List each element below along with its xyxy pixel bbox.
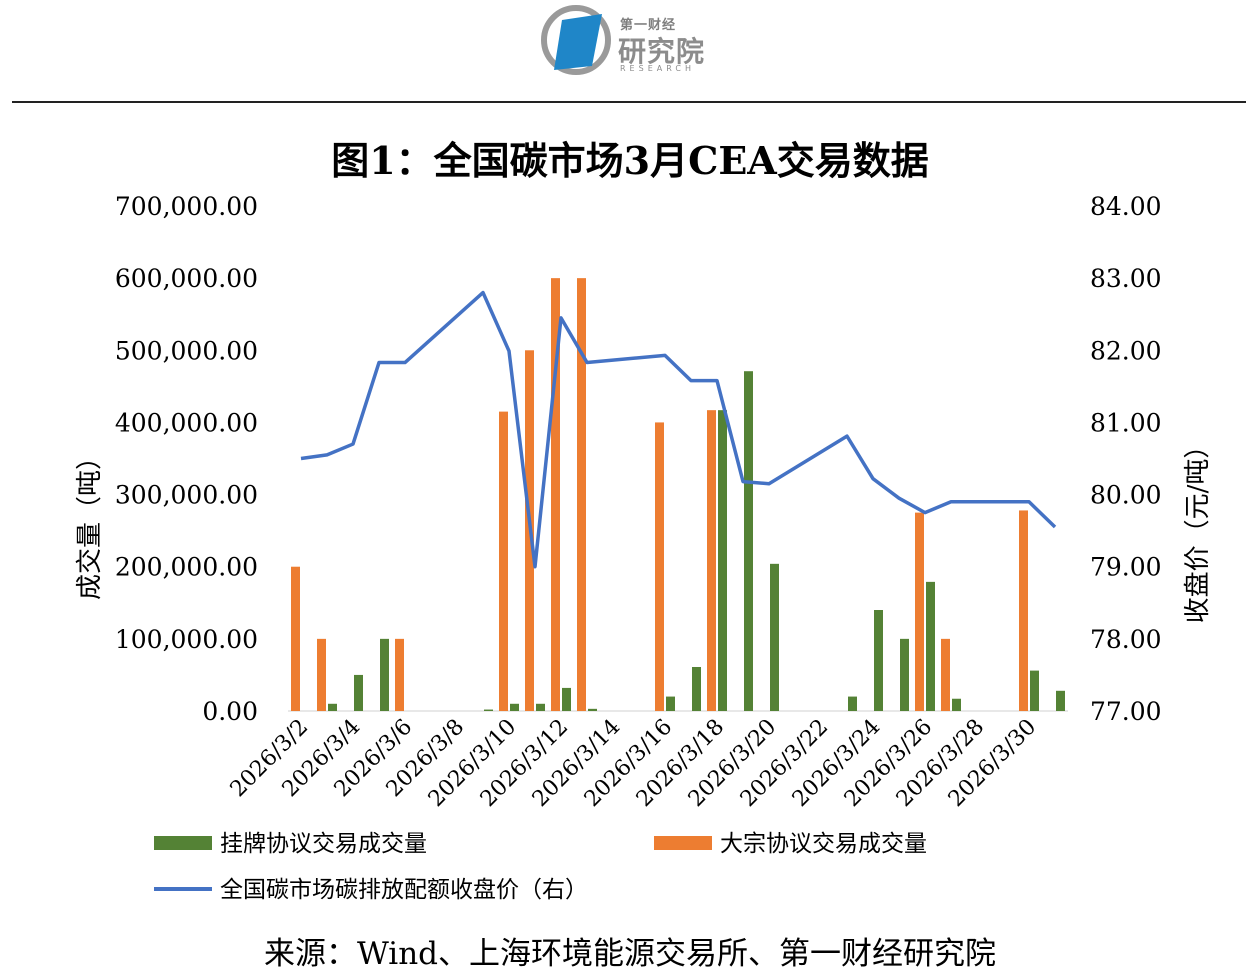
bar-block	[915, 512, 924, 711]
price-line-path	[300, 290, 1057, 569]
bar-block	[1019, 510, 1028, 711]
bar-listed	[380, 638, 389, 711]
legend-label-listed: 挂牌协议交易成交量	[220, 831, 427, 857]
right-tick-label: 81.00	[1090, 408, 1162, 437]
legend-swatch-listed	[154, 836, 212, 850]
legend-swatch-block	[654, 836, 712, 850]
bar-listed	[588, 708, 597, 711]
left-tick-label: 100,000.00	[115, 625, 258, 654]
chart-title: 图1：全国碳市场3月CEA交易数据	[331, 138, 929, 183]
bar-listed	[848, 696, 857, 711]
left-tick-label: 400,000.00	[115, 408, 258, 437]
logo-sub-text: RESEARCH	[620, 64, 695, 73]
logo-top-text: 第一财经	[620, 18, 677, 33]
y-axis-label-right: 收盘价（元/吨）	[1183, 433, 1213, 624]
bar-listed	[1056, 690, 1065, 711]
bar-listed	[484, 709, 493, 711]
bar-block	[291, 566, 300, 711]
bar-listed	[900, 638, 909, 711]
bar-listed	[874, 610, 883, 711]
logo: 第一财经 研究院 RESEARCH	[540, 4, 720, 76]
bar-block	[499, 411, 508, 711]
bar-block	[551, 278, 560, 711]
right-tick-label: 77.00	[1090, 697, 1162, 726]
y-axis-label-left: 成交量（吨）	[75, 444, 105, 600]
bar-block	[577, 278, 586, 711]
left-tick-label: 300,000.00	[115, 481, 258, 510]
left-tick-label: 500,000.00	[115, 336, 258, 365]
right-tick-label: 78.00	[1090, 625, 1162, 654]
bar-listed	[536, 703, 545, 711]
bar-listed	[354, 674, 363, 711]
bar-listed	[666, 696, 675, 711]
bar-listed	[952, 698, 961, 711]
bar-block	[707, 410, 716, 711]
left-tick-label: 200,000.00	[115, 553, 258, 582]
legend: 挂牌协议交易成交量 大宗协议交易成交量 全国碳市场碳排放配额收盘价（右）	[154, 831, 927, 903]
right-tick-label: 79.00	[1090, 553, 1162, 582]
bar-listed	[328, 703, 337, 711]
bar-listed	[510, 703, 519, 711]
bar-block	[941, 638, 950, 711]
left-axis-ticks: 0.00 100,000.00 200,000.00 300,000.00 400,00…	[115, 192, 258, 726]
right-tick-label: 82.00	[1090, 336, 1162, 365]
left-tick-label: 600,000.00	[115, 264, 258, 293]
bar-listed	[562, 687, 571, 711]
right-axis-ticks: 77.00 78.00 79.00 80.00 81.00 82.00 83.00 84.00	[1090, 192, 1162, 726]
bar-block	[395, 638, 404, 711]
bar-listed	[1030, 670, 1039, 711]
bar-listed	[718, 410, 727, 711]
chart-area: 0.00 100,000.00 200,000.00 300,000.00 400,00…	[75, 192, 1213, 903]
bar-listed	[926, 581, 935, 711]
header-divider	[12, 101, 1246, 103]
source-note: 来源：Wind、上海环境能源交易所、第一财经研究院	[263, 936, 997, 972]
bar-block	[655, 422, 664, 711]
bar-block	[317, 638, 326, 711]
bars	[291, 278, 1065, 711]
left-tick-label: 0.00	[202, 697, 258, 726]
left-tick-label: 700,000.00	[115, 192, 258, 221]
x-axis-ticks: 2026/3/22026/3/42026/3/62026/3/82026/3/1…	[226, 715, 1042, 812]
logo-main-text: 研究院	[618, 35, 706, 68]
right-tick-label: 80.00	[1090, 481, 1162, 510]
bar-listed	[770, 563, 779, 711]
bar-listed	[744, 371, 753, 711]
price-line	[300, 290, 1057, 569]
legend-label-block: 大宗协议交易成交量	[720, 831, 927, 857]
right-tick-label: 83.00	[1090, 264, 1162, 293]
logo-mark-icon	[541, 5, 611, 75]
legend-label-price: 全国碳市场碳排放配额收盘价（右）	[220, 877, 588, 903]
bar-listed	[692, 666, 701, 711]
right-tick-label: 84.00	[1090, 192, 1162, 221]
